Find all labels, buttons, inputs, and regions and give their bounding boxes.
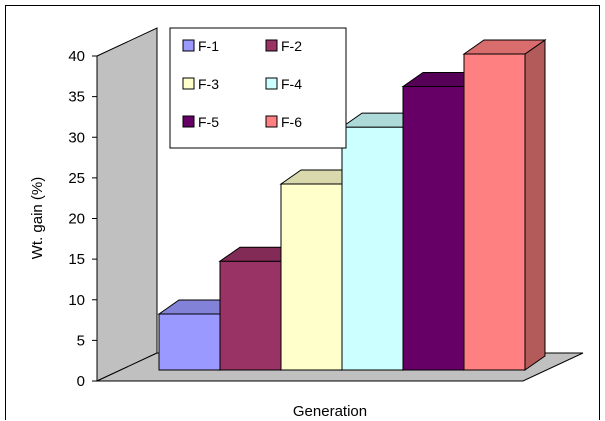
legend-swatch [265, 39, 278, 52]
legend-swatch [265, 77, 278, 90]
side-wall [96, 27, 158, 382]
legend-label: F-6 [281, 114, 302, 130]
bar-front [341, 126, 404, 371]
legend-swatch [182, 115, 195, 128]
chart-bars [157, 39, 547, 371]
bar-front [158, 313, 221, 371]
x-axis-title: Generation [293, 403, 367, 420]
legend-swatch [182, 77, 195, 90]
legend-label: F-5 [198, 114, 219, 130]
legend-box [169, 27, 347, 149]
bar-front [280, 183, 343, 371]
bar-side [524, 39, 546, 371]
y-tick-label: 5 [77, 332, 85, 349]
bar-top [462, 39, 547, 55]
legend-swatch [182, 39, 195, 52]
bar-front [402, 86, 465, 371]
y-tick-label: 10 [68, 292, 85, 309]
legend-label: F-3 [198, 76, 219, 92]
y-tick-label: 20 [68, 211, 85, 228]
y-tick-label: 40 [68, 48, 85, 65]
y-tick-label: 25 [68, 170, 85, 187]
bar-f-6 [462, 39, 547, 371]
y-axis-title: Wt. gain (%) [29, 177, 46, 260]
bar-front [219, 260, 282, 371]
bar-front [463, 53, 526, 371]
legend-label: F-1 [198, 38, 219, 54]
y-tick-label: 15 [68, 251, 85, 268]
legend-label: F-4 [281, 76, 302, 92]
y-tick-label: 30 [68, 129, 85, 146]
y-axis-ticks: 0 5 10 15 20 25 30 35 40 [68, 48, 98, 390]
y-tick-label: 35 [68, 89, 85, 106]
legend-label: F-2 [281, 38, 302, 54]
chart-legend: F-1 F-2 F-3 F-4 F-5 F-6 [169, 27, 347, 149]
y-tick-label: 0 [77, 373, 85, 390]
legend-swatch [265, 115, 278, 128]
